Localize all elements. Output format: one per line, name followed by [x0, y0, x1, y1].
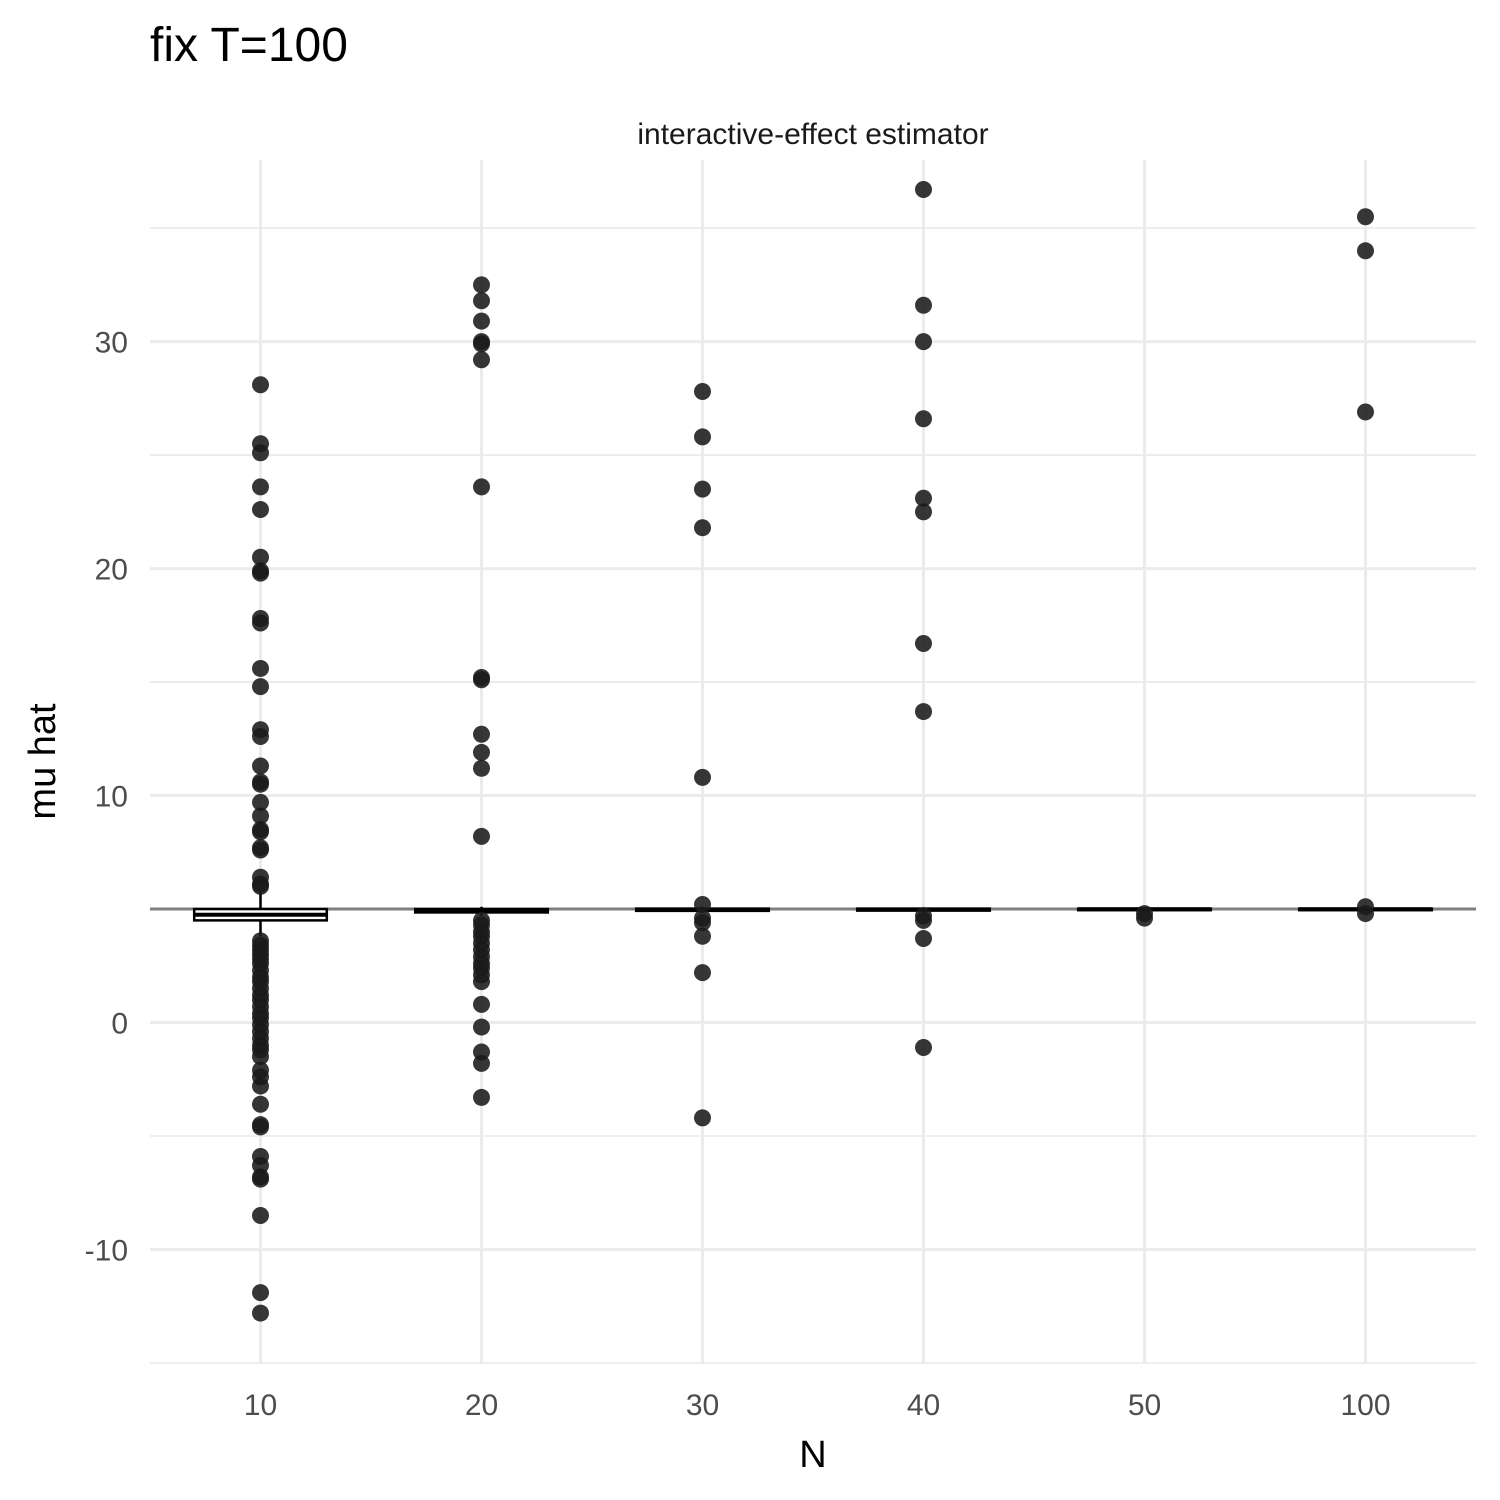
outlier-point [473, 1054, 490, 1072]
outlier-point [252, 614, 269, 632]
y-tick-label: 20 [95, 554, 128, 587]
outlier-point [252, 841, 269, 859]
x-tick-label: 40 [907, 1389, 940, 1422]
outlier-point [1357, 403, 1374, 421]
outlier-point [473, 1018, 490, 1036]
outlier-point [252, 478, 269, 496]
outlier-point [252, 1170, 269, 1188]
outlier-point [252, 757, 269, 775]
outlier-point [252, 444, 269, 462]
outlier-point [473, 312, 490, 330]
outlier-point [252, 1048, 269, 1066]
outlier-point [694, 768, 711, 786]
outlier-point [252, 728, 269, 746]
x-tick-label: 30 [686, 1389, 719, 1422]
outlier-point [473, 759, 490, 777]
outlier-point [473, 335, 490, 353]
outlier-point [473, 827, 490, 845]
outlier-point [694, 383, 711, 401]
outlier-point [252, 376, 269, 394]
outlier-point [694, 914, 711, 932]
outlier-point [915, 410, 932, 428]
outlier-point [694, 480, 711, 498]
y-tick-label: -10 [85, 1235, 128, 1268]
outlier-point [252, 1118, 269, 1136]
y-tick-label: 0 [111, 1008, 128, 1041]
outlier-point [252, 564, 269, 582]
outlier-point [694, 519, 711, 537]
outlier-point [252, 1095, 269, 1113]
outlier-point [252, 775, 269, 793]
outlier-point [473, 1088, 490, 1106]
outlier-point [915, 503, 932, 521]
outlier-point [694, 1109, 711, 1127]
outlier-point [252, 501, 269, 519]
outlier-point [252, 1077, 269, 1095]
y-tick-labels: -10 0 10 20 30 [85, 327, 128, 1268]
outlier-point [473, 743, 490, 761]
outlier-point [473, 292, 490, 310]
outlier-point [252, 1304, 269, 1322]
outlier-point [252, 877, 269, 895]
outlier-point [915, 489, 932, 507]
outlier-point [473, 351, 490, 369]
outlier-point [252, 678, 269, 696]
outlier-point [915, 634, 932, 652]
outlier-point [694, 895, 711, 913]
outlier-point [915, 333, 932, 351]
outlier-point [473, 671, 490, 689]
y-tick-label: 10 [95, 781, 128, 814]
outlier-point [694, 964, 711, 982]
outlier-point [252, 659, 269, 677]
x-tick-labels: 10 20 30 40 50 100 [244, 1389, 1391, 1422]
outlier-point [1357, 208, 1374, 226]
outlier-point [473, 725, 490, 743]
outlier-point [252, 548, 269, 566]
outlier-point [473, 478, 490, 496]
outlier-point [915, 1038, 932, 1056]
outlier-point [915, 930, 932, 948]
outlier-point [252, 793, 269, 811]
outlier-point [252, 823, 269, 841]
outlier-points [252, 181, 1374, 1322]
outlier-point [694, 927, 711, 945]
chart-title: fix T=100 [150, 19, 348, 72]
outlier-point [915, 703, 932, 721]
outlier-point [473, 973, 490, 991]
outlier-point [1357, 242, 1374, 260]
y-tick-label: 30 [95, 327, 128, 360]
outlier-point [252, 807, 269, 825]
facet-strip-label: interactive-effect estimator [637, 118, 988, 151]
outlier-point [915, 296, 932, 314]
x-tick-label: 100 [1340, 1389, 1390, 1422]
outlier-point [473, 276, 490, 294]
outlier-point [252, 1284, 269, 1302]
outlier-point [694, 428, 711, 446]
x-tick-label: 10 [244, 1389, 277, 1422]
boxplots [192, 890, 1434, 937]
outlier-point [1136, 909, 1153, 927]
outlier-point [1357, 905, 1374, 923]
x-tick-label: 20 [465, 1389, 498, 1422]
grid-lines [150, 160, 1476, 1364]
y-axis-label: mu hat [22, 703, 64, 820]
outlier-point [915, 911, 932, 929]
outlier-point [915, 181, 932, 199]
x-axis-label: N [799, 1434, 826, 1476]
outlier-point [252, 1206, 269, 1224]
x-tick-label: 50 [1128, 1389, 1161, 1422]
outlier-point [473, 995, 490, 1013]
